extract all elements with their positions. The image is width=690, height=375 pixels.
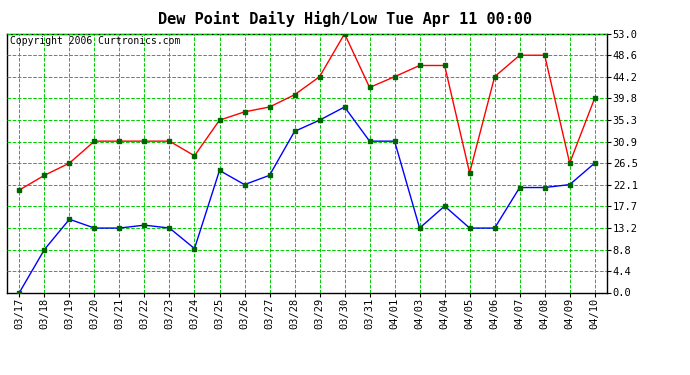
Text: Dew Point Daily High/Low Tue Apr 11 00:00: Dew Point Daily High/Low Tue Apr 11 00:0… <box>158 11 532 27</box>
Text: Copyright 2006 Curtronics.com: Copyright 2006 Curtronics.com <box>10 36 180 46</box>
